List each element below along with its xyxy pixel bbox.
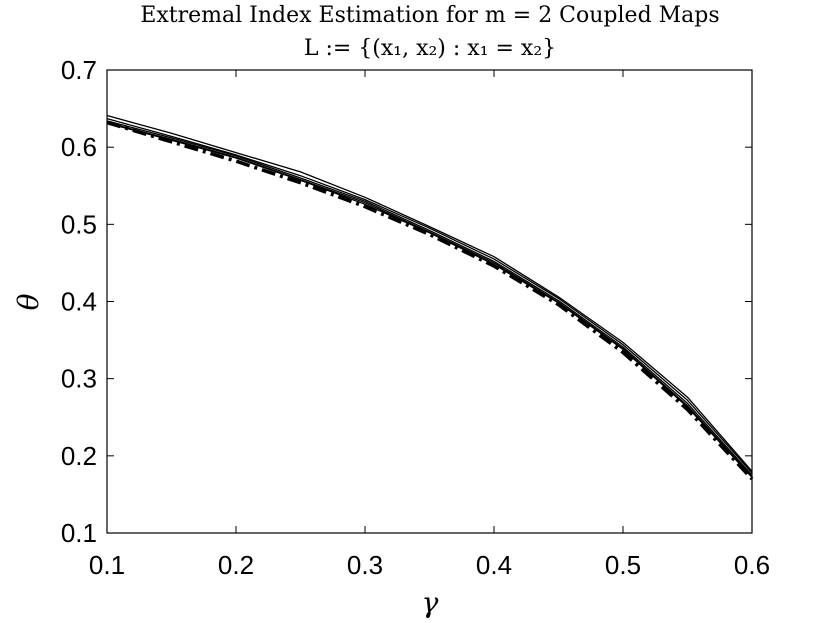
y-tick-label: 0.2	[61, 441, 97, 471]
y-tick-label: 0.7	[61, 55, 97, 85]
y-tick-label: 0.5	[61, 209, 97, 239]
y-tick-label: 0.6	[61, 132, 97, 162]
y-tick-label: 0.4	[61, 287, 97, 317]
x-tick-label: 0.6	[734, 550, 770, 580]
series-line-5	[106, 122, 753, 478]
x-axis-label: γ	[422, 586, 439, 619]
x-tick-label: 0.2	[218, 550, 254, 580]
series-line-2	[106, 117, 753, 474]
x-tick-label: 0.3	[347, 550, 383, 580]
y-tick-label: 0.3	[61, 364, 97, 394]
series-line-6	[106, 120, 754, 481]
chart-subtitle: L := {(x₁, x₂) : x₁ = x₂}	[304, 36, 556, 61]
x-tick-label: 0.4	[476, 550, 512, 580]
axes-box	[106, 69, 753, 534]
y-axis-label: θ	[12, 293, 45, 310]
series-line-4	[106, 121, 753, 478]
series-line-1	[106, 114, 753, 472]
chart-title: Extremal Index Estimation for m = 2 Coup…	[140, 3, 719, 28]
plot-area: 0.1 0.2 0.3 0.4 0.5 0.6 0.1 0.2 0.3 0.4 0.5 0.6 0.7	[61, 55, 770, 580]
x-tick-label: 0.1	[89, 550, 125, 580]
series-line-3	[106, 120, 753, 476]
y-tick-label: 0.1	[61, 518, 97, 548]
x-tick-label: 0.5	[605, 550, 641, 580]
